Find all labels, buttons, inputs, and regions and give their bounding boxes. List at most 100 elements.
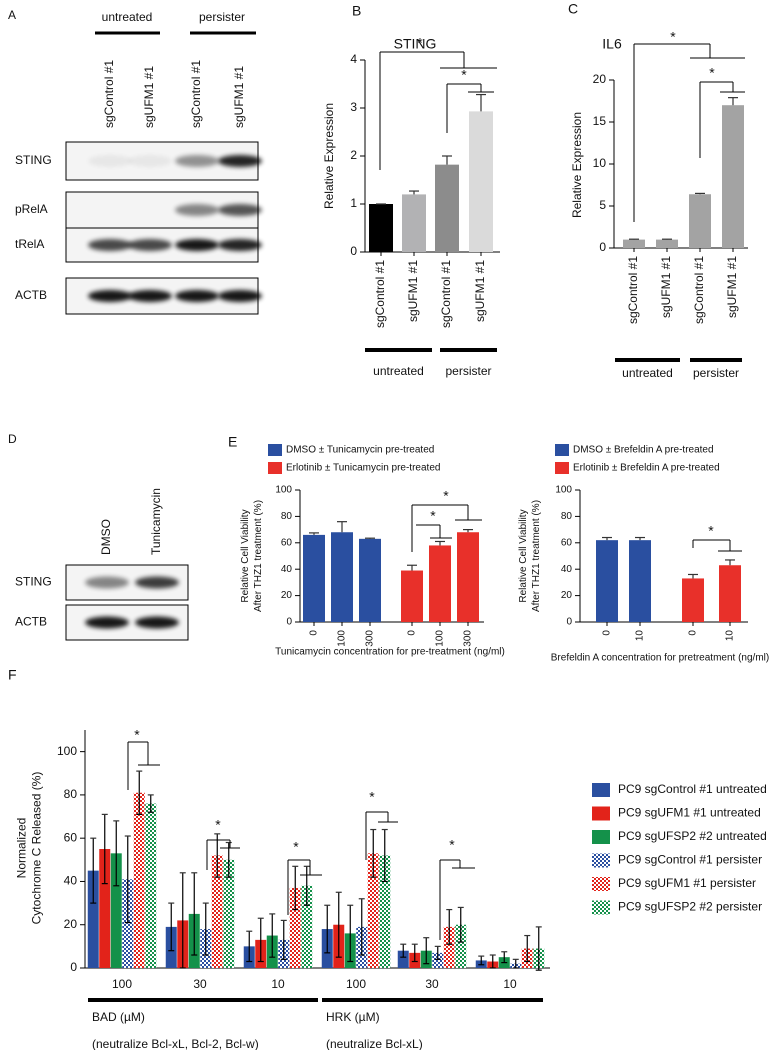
x-tick-label: 100 <box>435 630 446 647</box>
legend-label: PC9 sgUFM1 #1 untreated <box>618 806 761 820</box>
chart: B STING Relative Expression 0 1 2 3 4 sgControl … <box>322 3 500 378</box>
legend-swatch <box>592 877 610 891</box>
x-tick-label: 30 <box>425 977 439 991</box>
significance-star: * <box>709 65 715 81</box>
bar <box>435 164 459 252</box>
lane-label: sgControl #1 <box>102 60 116 128</box>
significance-star: * <box>708 523 714 539</box>
x-tick-label: 100 <box>337 630 348 647</box>
chart-title: STING <box>394 36 437 52</box>
bar <box>722 105 744 248</box>
y-tick-label: 80 <box>561 511 573 522</box>
blot-band <box>135 576 179 589</box>
blot-band <box>175 290 219 302</box>
y-tick-label: 2 <box>350 148 357 162</box>
group-label: HRK (µM) <box>326 1010 380 1024</box>
bar <box>145 803 157 968</box>
y-tick-label: 20 <box>561 590 573 601</box>
blot-band <box>175 155 219 167</box>
x-tick-label: sgControl #1 <box>626 256 640 324</box>
y-tick-label: 40 <box>281 564 293 575</box>
y-axis-label: Relative Expression <box>322 103 336 209</box>
bar <box>303 534 325 622</box>
x-tick-label: 10 <box>725 630 736 642</box>
x-tick-label: 100 <box>346 977 366 991</box>
x-tick-label: sgUFM1 #1 <box>473 260 487 322</box>
bar <box>469 111 493 252</box>
bar <box>110 853 122 968</box>
x-tick-label: 10 <box>635 630 646 642</box>
y-tick-label: 60 <box>281 537 293 548</box>
lane-label: Tunicamycin <box>149 488 163 555</box>
bar <box>596 540 618 622</box>
y-tick-label: 10 <box>593 156 607 170</box>
y-axis-label: Relative Cell Viability <box>240 509 251 602</box>
bar <box>689 194 711 248</box>
blot-band <box>85 616 129 629</box>
y-axis-label: Normalized <box>15 818 29 879</box>
y-axis-label: After THZ1 treatment (%) <box>253 500 264 612</box>
legend-label: DMSO ± Brefeldin A pre-treated <box>573 445 714 456</box>
y-tick-label: 80 <box>281 511 293 522</box>
bar <box>369 204 393 252</box>
bar <box>682 578 704 622</box>
chart: Relative Cell Viability After THZ1 treatm… <box>518 444 769 664</box>
y-tick-label: 0 <box>286 617 292 628</box>
bar <box>719 565 741 622</box>
x-tick-label: 300 <box>365 630 376 647</box>
x-tick-label: sgControl #1 <box>373 260 387 328</box>
group-label: BAD (µM) <box>92 1010 145 1024</box>
x-tick-label: 0 <box>602 630 613 636</box>
y-axis-label: Relative Expression <box>570 112 584 218</box>
y-axis-label: After THZ1 treatment (%) <box>531 500 542 612</box>
bar <box>402 194 426 252</box>
legend-swatch <box>592 783 610 797</box>
y-tick-label: 80 <box>64 787 78 801</box>
row-label: pRelA <box>15 202 48 216</box>
panel-letter: A <box>8 8 16 22</box>
significance-star: * <box>215 817 221 833</box>
y-tick-label: 0 <box>599 240 606 254</box>
condition-label: untreated <box>102 10 153 24</box>
panel-letter: E <box>228 434 237 450</box>
x-tick-label: 30 <box>193 977 207 991</box>
x-tick-label: 10 <box>271 977 285 991</box>
group-label: untreated <box>622 366 673 380</box>
y-tick-label: 60 <box>64 830 78 844</box>
bar <box>429 545 451 622</box>
blot-band <box>128 239 172 251</box>
blot-band <box>218 290 262 302</box>
lane-label: sgUFM1 #1 <box>142 66 156 128</box>
chart: F Normalized Cytochrome C Released (%) 0 20 4… <box>8 667 767 1050</box>
blot-band <box>175 204 219 216</box>
x-tick-label: 0 <box>407 630 418 636</box>
chart: E Relative Cell Viability After THZ1 treat… <box>228 434 505 658</box>
blot-band <box>85 576 129 589</box>
significance-star: * <box>461 67 467 83</box>
significance-star: * <box>134 727 140 743</box>
legend-swatch <box>268 444 282 456</box>
y-tick-label: 1 <box>350 196 357 210</box>
y-tick-label: 60 <box>561 537 573 548</box>
row-label: tRelA <box>15 237 44 251</box>
bar <box>432 952 444 968</box>
row-label: STING <box>15 575 52 589</box>
bar <box>133 792 145 968</box>
group-note: (neutralize Bcl-xL) <box>326 1037 423 1050</box>
bar <box>656 239 678 248</box>
legend-swatch <box>555 462 569 474</box>
bar <box>367 853 379 968</box>
y-axis-label: Relative Cell Viability <box>518 509 529 602</box>
group-label: persister <box>445 364 491 378</box>
bar <box>623 239 645 248</box>
bar <box>223 859 235 968</box>
y-tick-label: 5 <box>599 198 606 212</box>
y-tick-label: 100 <box>555 485 572 496</box>
bar <box>87 870 99 968</box>
blot-band <box>175 239 219 251</box>
y-tick-label: 3 <box>350 100 357 114</box>
significance-star: * <box>417 35 423 51</box>
legend-label: PC9 sgUFSP2 #2 untreated <box>618 829 767 843</box>
row-label: STING <box>15 153 52 167</box>
blot-band <box>128 290 172 302</box>
